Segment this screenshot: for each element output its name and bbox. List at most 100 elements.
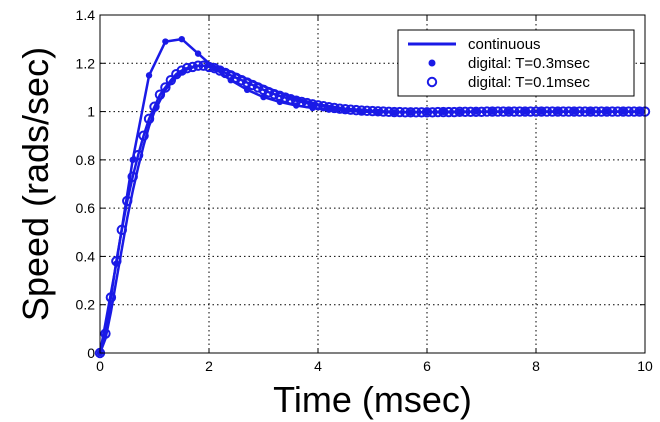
data-point <box>263 87 275 98</box>
series-layer <box>94 35 651 359</box>
data-point <box>165 74 177 86</box>
data-point <box>558 106 569 117</box>
data-point <box>525 106 536 117</box>
y-tick-label: 0.8 <box>76 152 96 168</box>
data-point <box>127 171 138 182</box>
data-point <box>187 61 198 73</box>
data-point <box>378 106 389 117</box>
legend-label: digital: T=0.1msec <box>468 74 590 91</box>
data-point <box>105 292 117 303</box>
data-point <box>634 106 645 117</box>
data-point <box>574 106 585 117</box>
data-point <box>454 106 465 118</box>
data-point <box>607 106 618 117</box>
x-axis-label: Time (msec) <box>273 379 472 420</box>
y-tick-label: 0.4 <box>76 248 96 264</box>
legend-label: digital: T=0.3msec <box>468 55 590 72</box>
legend: continuous digital: T=0.3msec digital: T=0… <box>397 29 635 97</box>
data-point <box>427 107 438 118</box>
data-point <box>552 106 563 117</box>
data-point <box>536 106 547 117</box>
legend-item: digital: T=0.1msec <box>426 74 590 91</box>
data-point <box>459 106 471 118</box>
data-point <box>274 90 286 102</box>
data-point <box>340 103 351 115</box>
data-point <box>323 102 335 113</box>
data-point <box>198 60 209 71</box>
data-point <box>590 106 602 117</box>
data-point <box>514 106 525 117</box>
data-point <box>394 106 405 118</box>
data-point <box>220 67 231 79</box>
data-point <box>361 105 373 117</box>
data-point <box>143 113 155 125</box>
data-point <box>503 106 514 117</box>
data-point <box>389 106 400 118</box>
data-point <box>334 103 345 114</box>
data-point <box>612 106 623 117</box>
x-tick-label: 2 <box>205 358 213 374</box>
data-point <box>149 101 160 112</box>
data-point <box>154 89 166 100</box>
data-point <box>421 107 433 118</box>
data-point <box>122 195 133 207</box>
data-point <box>519 106 531 117</box>
data-point <box>470 106 482 118</box>
data-point <box>405 107 416 118</box>
data-point <box>356 105 367 116</box>
data-point <box>111 256 122 267</box>
x-tick-label: 0 <box>96 358 104 374</box>
data-point <box>138 130 149 141</box>
data-point <box>476 106 487 118</box>
data-point <box>192 60 204 71</box>
data-point <box>231 72 242 83</box>
data-point <box>203 61 215 73</box>
legend-swatch-dot <box>428 59 436 67</box>
data-point <box>225 70 237 81</box>
data-point <box>367 105 378 117</box>
x-tick-label: 8 <box>532 358 540 374</box>
series-1 <box>98 64 645 354</box>
data-point <box>307 99 318 110</box>
y-tick-label: 0 <box>87 345 95 361</box>
data-point <box>182 62 193 74</box>
data-point <box>236 74 247 86</box>
legend-item: continuous <box>408 36 541 53</box>
data-point <box>601 106 613 117</box>
data-point <box>596 106 607 117</box>
data-point <box>623 106 634 117</box>
data-point <box>318 101 329 112</box>
data-point <box>509 106 520 117</box>
data-point <box>214 65 226 76</box>
legend-swatch-circle <box>426 76 438 88</box>
data-point <box>547 106 558 117</box>
series-line <box>98 64 645 354</box>
plot-frame <box>99 14 646 354</box>
data-point <box>176 65 187 76</box>
data-point <box>465 106 476 118</box>
data-point <box>498 106 509 117</box>
data-point <box>160 82 171 93</box>
data-point <box>618 106 629 117</box>
data-point <box>178 35 185 43</box>
data-point <box>241 77 253 88</box>
data-point <box>443 106 454 118</box>
data-point <box>628 106 640 117</box>
data-point <box>568 106 580 117</box>
data-point <box>100 328 111 339</box>
data-point <box>194 50 202 57</box>
x-tick-labels: 0 2 4 6 8 10 <box>96 358 653 374</box>
series-3 <box>94 60 651 359</box>
data-point <box>579 106 591 117</box>
data-point <box>449 106 460 118</box>
y-tick-label: 1.2 <box>76 55 96 71</box>
data-point <box>280 92 291 103</box>
data-point <box>345 104 356 115</box>
y-tick-label: 1 <box>87 104 95 120</box>
data-point <box>329 102 340 114</box>
data-point <box>252 82 264 93</box>
data-point <box>258 84 269 96</box>
data-point <box>585 106 596 117</box>
data-point <box>487 106 498 117</box>
